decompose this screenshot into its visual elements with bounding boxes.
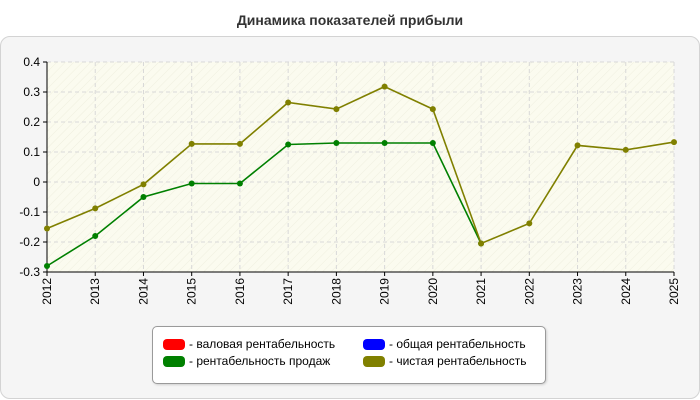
series-point-2 <box>236 180 243 187</box>
legend-item-total: - общая рентабельность <box>363 336 526 352</box>
legend-swatch-total <box>363 338 385 350</box>
legend-swatch-sales <box>163 355 185 367</box>
series-point-2 <box>92 233 99 239</box>
series-point-3 <box>140 181 147 188</box>
series-point-3 <box>285 99 292 106</box>
series-line-3 <box>46 85 675 245</box>
series-point-2 <box>188 180 195 187</box>
legend-item-sales: - рентабельность продаж <box>163 353 330 369</box>
legend-label-sales: - рентабельность продаж <box>189 354 331 368</box>
series-point-3 <box>478 240 485 247</box>
series-point-2 <box>44 263 50 269</box>
series-point-3 <box>622 146 629 153</box>
y-tick-label: 0.1 <box>23 145 40 159</box>
y-tick-label: -0.2 <box>19 235 40 249</box>
series-point-2 <box>429 140 436 146</box>
y-tick-label: -0.3 <box>19 265 40 279</box>
series-point-3 <box>333 106 340 113</box>
series-point-3 <box>574 142 581 149</box>
x-tick-label: 2017 <box>281 278 295 305</box>
x-tick-label: 2019 <box>378 278 392 305</box>
x-tick-label: 2023 <box>571 278 585 305</box>
legend-label-gross: - валовая рентабельность <box>189 337 336 351</box>
x-tick-label: 2012 <box>40 278 54 305</box>
series-point-3 <box>188 140 195 147</box>
series-point-2 <box>285 141 292 148</box>
series-point-3 <box>92 205 99 212</box>
legend-label-net: - чистая рентабельность <box>389 354 527 368</box>
legend-swatch-net <box>363 355 385 367</box>
series-point-2 <box>381 140 388 146</box>
x-tick-label: 2024 <box>619 278 633 305</box>
x-tick-label: 2025 <box>667 278 681 305</box>
legend: - валовая рентабельность - общая рентабе… <box>152 326 546 384</box>
series-point-3 <box>671 139 677 146</box>
series-point-2 <box>140 194 147 200</box>
legend-item-net: - чистая рентабельность <box>363 353 526 369</box>
series-point-2 <box>333 140 340 146</box>
x-tick-label: 2021 <box>474 278 488 305</box>
x-tick-label: 2015 <box>185 278 199 305</box>
series-line-2 <box>46 142 482 267</box>
series-point-3 <box>429 106 436 113</box>
x-tick-label: 2022 <box>522 278 536 305</box>
x-tick-label: 2016 <box>233 278 247 305</box>
x-tick-label: 2020 <box>426 278 440 305</box>
plot-area <box>47 62 674 272</box>
chart-title: Динамика показателей прибыли <box>236 12 464 28</box>
series-point-3 <box>526 220 533 227</box>
legend-item-gross: - валовая рентабельность <box>163 336 335 352</box>
x-tick-label: 2018 <box>329 278 343 305</box>
series-point-3 <box>44 225 50 232</box>
y-tick-label: 0.4 <box>23 55 40 69</box>
legend-swatch-gross <box>163 338 185 350</box>
x-tick-label: 2014 <box>136 278 150 305</box>
y-tick-label: 0 <box>33 175 40 189</box>
y-tick-label: 0.2 <box>23 115 40 129</box>
legend-label-total: - общая рентабельность <box>389 337 526 351</box>
series-point-3 <box>236 140 243 147</box>
series-point-3 <box>381 83 388 90</box>
x-tick-label: 2013 <box>88 278 102 305</box>
y-tick-label: 0.3 <box>23 85 40 99</box>
y-tick-label: -0.1 <box>19 205 40 219</box>
